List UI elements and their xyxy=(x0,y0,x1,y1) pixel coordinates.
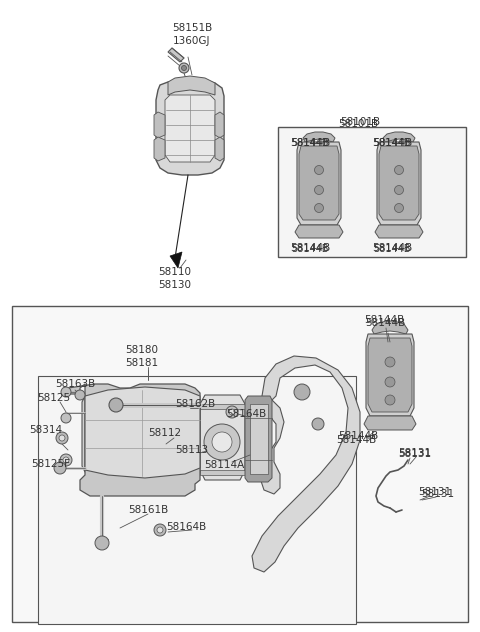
Circle shape xyxy=(385,357,395,367)
Circle shape xyxy=(314,204,324,212)
Polygon shape xyxy=(245,396,272,482)
Circle shape xyxy=(314,166,324,174)
Text: 58144B: 58144B xyxy=(364,315,404,325)
Text: 58144B: 58144B xyxy=(372,243,412,253)
Text: 58181: 58181 xyxy=(125,358,158,368)
Polygon shape xyxy=(364,416,416,430)
Text: 58131: 58131 xyxy=(419,487,452,497)
Text: 58112: 58112 xyxy=(148,428,181,438)
Bar xyxy=(278,127,466,257)
Text: 58163B: 58163B xyxy=(55,379,95,389)
Polygon shape xyxy=(299,146,339,220)
Text: 58125F: 58125F xyxy=(32,459,71,469)
Text: 58131: 58131 xyxy=(421,489,455,499)
Circle shape xyxy=(395,186,404,195)
Text: 58180: 58180 xyxy=(125,345,158,355)
Circle shape xyxy=(204,424,240,460)
Circle shape xyxy=(226,406,238,418)
Polygon shape xyxy=(383,132,415,142)
Polygon shape xyxy=(368,338,412,412)
Polygon shape xyxy=(82,396,108,472)
Bar xyxy=(38,376,356,624)
Circle shape xyxy=(181,66,187,71)
Text: 58101B: 58101B xyxy=(338,119,378,129)
Circle shape xyxy=(61,413,71,423)
Text: 58162B: 58162B xyxy=(175,399,215,409)
Text: 58144B: 58144B xyxy=(338,431,378,441)
Polygon shape xyxy=(375,225,423,238)
Polygon shape xyxy=(170,252,182,268)
Polygon shape xyxy=(295,225,343,238)
Text: 1360GJ: 1360GJ xyxy=(173,36,211,46)
Polygon shape xyxy=(200,395,245,480)
Circle shape xyxy=(63,457,69,463)
Bar xyxy=(200,404,245,409)
Circle shape xyxy=(385,377,395,387)
Polygon shape xyxy=(154,112,165,138)
Polygon shape xyxy=(168,76,215,95)
Circle shape xyxy=(314,186,324,195)
Text: 58144B: 58144B xyxy=(291,138,329,148)
Text: 58131: 58131 xyxy=(398,448,432,458)
Polygon shape xyxy=(297,142,341,225)
Polygon shape xyxy=(154,137,165,161)
Text: 58144B: 58144B xyxy=(372,138,412,148)
Polygon shape xyxy=(250,404,268,474)
Circle shape xyxy=(54,462,66,474)
Circle shape xyxy=(95,536,109,550)
Text: 58144B: 58144B xyxy=(373,244,411,254)
Text: 58144B: 58144B xyxy=(336,435,376,445)
Text: 58164B: 58164B xyxy=(226,409,266,419)
Circle shape xyxy=(385,395,395,405)
Circle shape xyxy=(60,454,72,466)
Circle shape xyxy=(395,166,404,174)
Bar xyxy=(12,306,468,622)
Circle shape xyxy=(109,398,123,412)
Text: 58144B: 58144B xyxy=(291,244,329,254)
Text: 58144B: 58144B xyxy=(365,318,405,328)
Polygon shape xyxy=(165,95,215,162)
Polygon shape xyxy=(156,80,224,175)
Circle shape xyxy=(154,524,166,536)
Text: 58151B: 58151B xyxy=(172,23,212,33)
Text: 58131: 58131 xyxy=(398,449,432,459)
Text: 58314: 58314 xyxy=(29,425,62,435)
Polygon shape xyxy=(215,112,224,138)
Circle shape xyxy=(229,409,235,415)
Circle shape xyxy=(56,432,68,444)
Polygon shape xyxy=(303,132,335,142)
Text: 58110: 58110 xyxy=(158,267,192,277)
Text: 58114A: 58114A xyxy=(204,460,244,470)
Text: 58144B: 58144B xyxy=(373,138,411,148)
Polygon shape xyxy=(215,137,224,161)
Circle shape xyxy=(61,387,71,397)
Polygon shape xyxy=(168,48,184,62)
Circle shape xyxy=(75,390,85,400)
Circle shape xyxy=(312,418,324,430)
Polygon shape xyxy=(379,146,419,220)
Polygon shape xyxy=(68,384,200,496)
Text: 58130: 58130 xyxy=(158,280,192,290)
Circle shape xyxy=(294,384,310,400)
Polygon shape xyxy=(252,356,360,572)
Text: 58144B: 58144B xyxy=(290,138,330,148)
Polygon shape xyxy=(85,387,200,478)
Text: 58125: 58125 xyxy=(37,393,71,403)
Bar xyxy=(200,470,245,475)
Polygon shape xyxy=(366,334,414,416)
Polygon shape xyxy=(372,321,408,334)
Text: 58113: 58113 xyxy=(175,445,209,455)
Text: 58161B: 58161B xyxy=(128,505,168,515)
Circle shape xyxy=(157,527,163,533)
Text: 58144B: 58144B xyxy=(290,243,330,253)
Circle shape xyxy=(212,432,232,452)
Circle shape xyxy=(179,63,189,73)
Polygon shape xyxy=(377,142,421,225)
Circle shape xyxy=(59,435,65,441)
Text: 58101B: 58101B xyxy=(340,117,380,127)
Text: 58164B: 58164B xyxy=(166,522,206,532)
Circle shape xyxy=(395,204,404,212)
